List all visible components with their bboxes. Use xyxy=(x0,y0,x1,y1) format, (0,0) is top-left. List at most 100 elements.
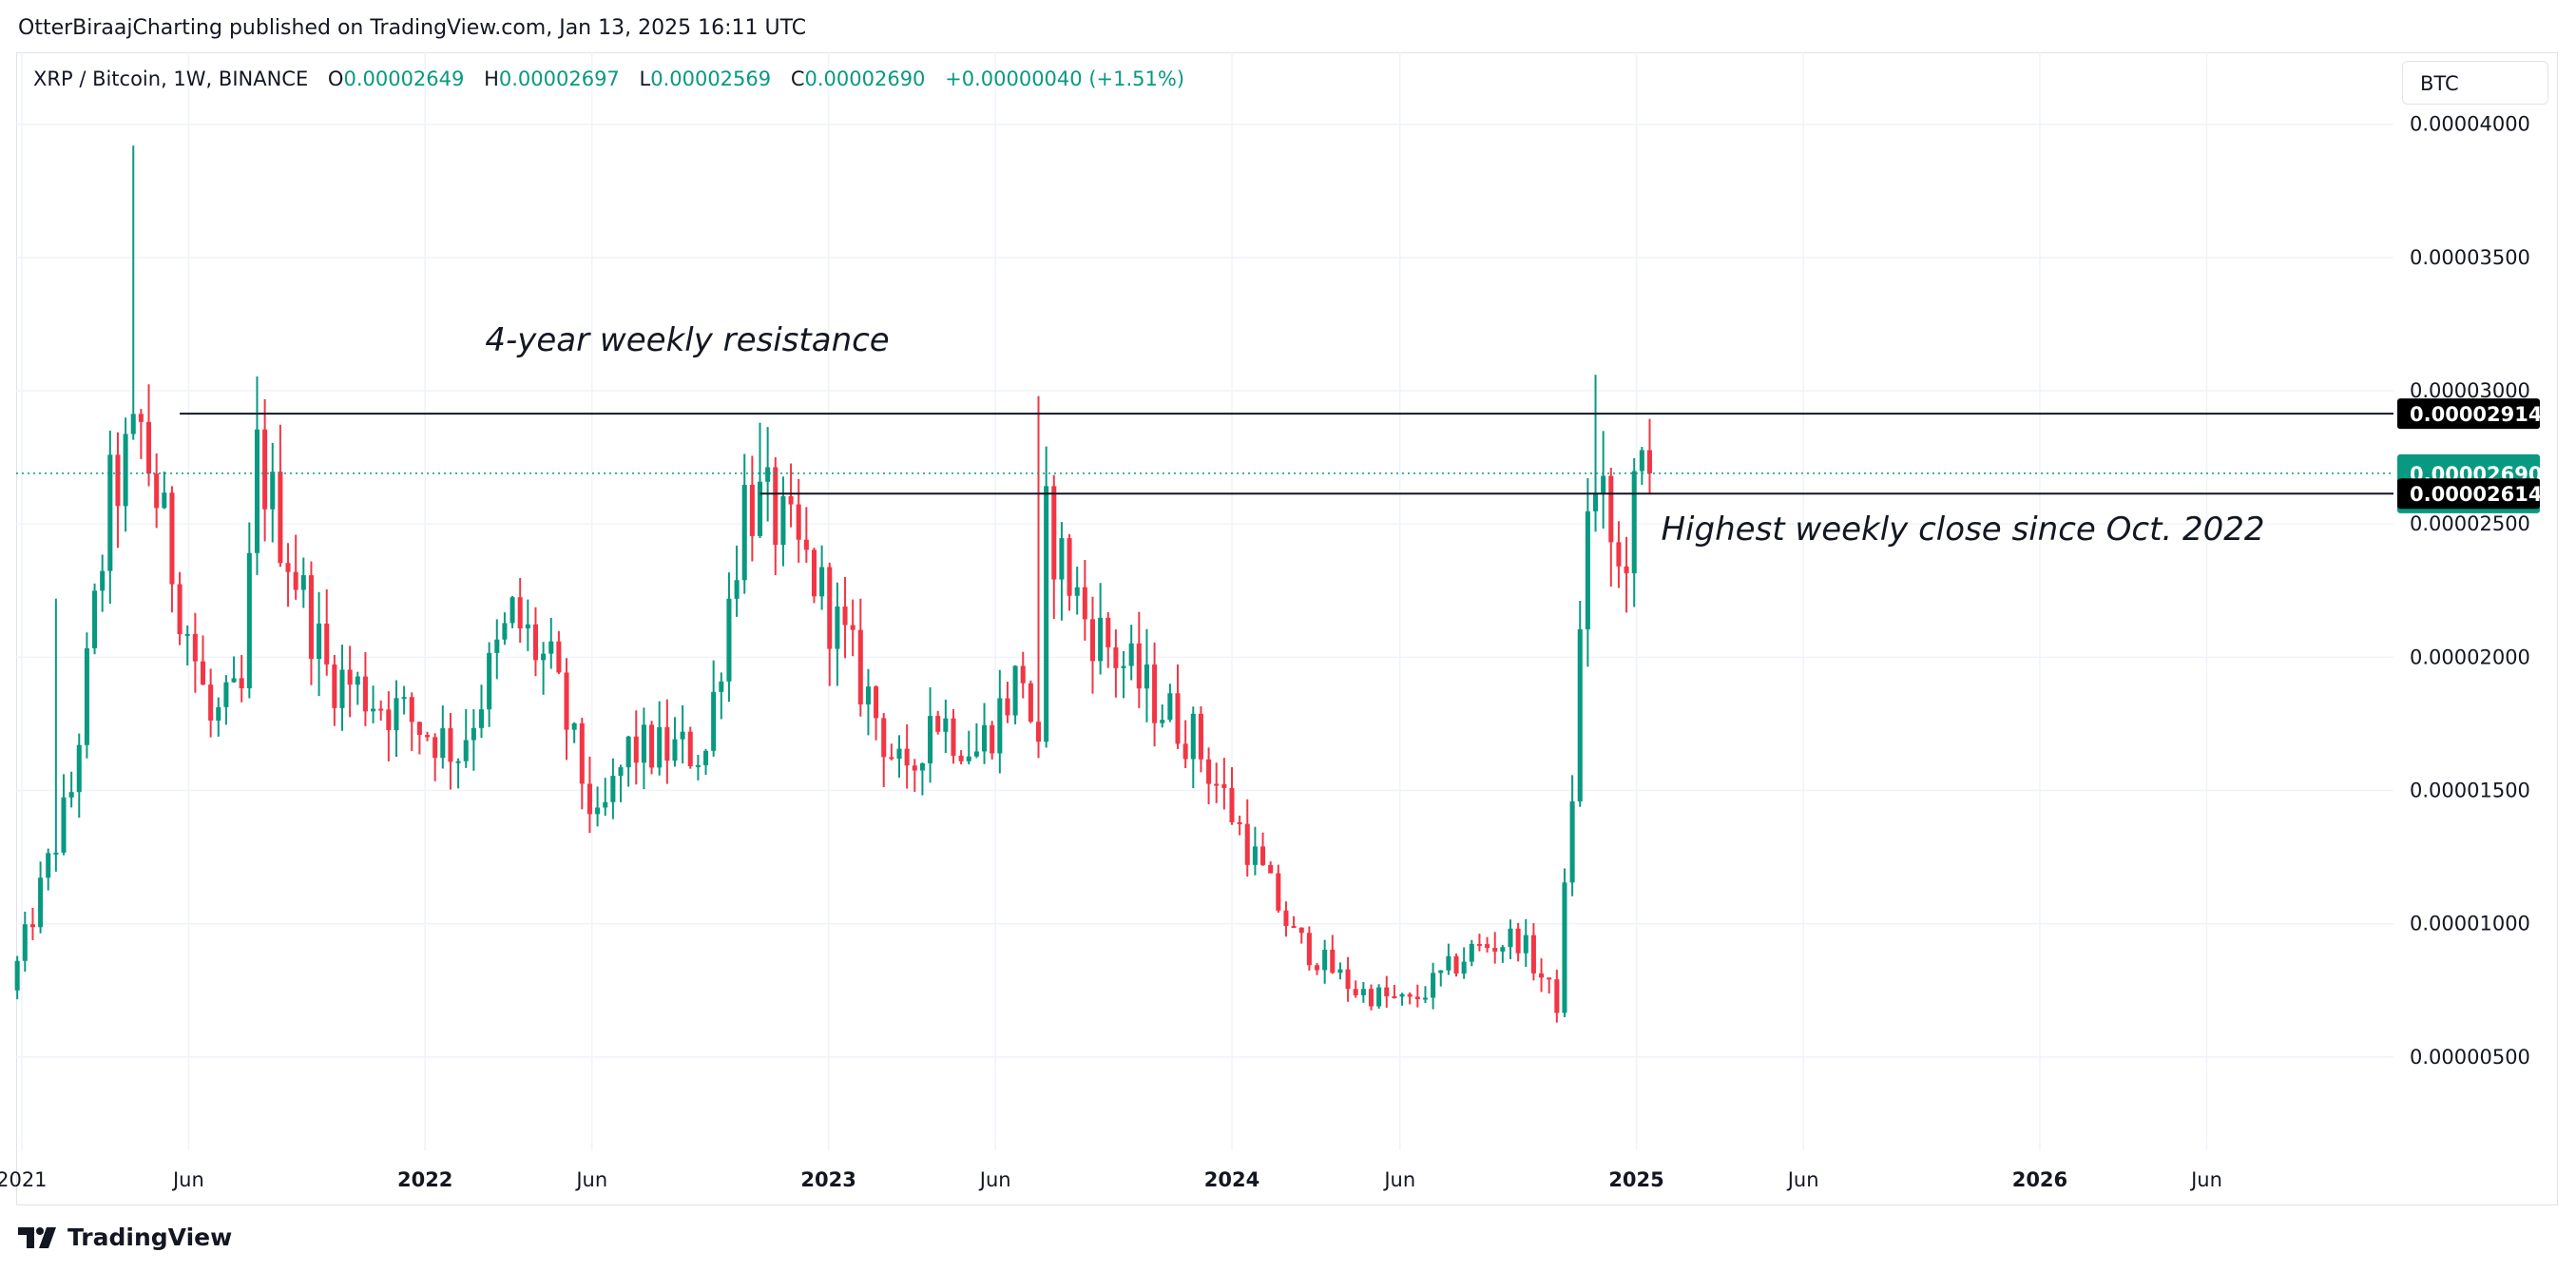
x-tick-label: Jun xyxy=(978,1168,1011,1191)
candle-body xyxy=(548,641,554,654)
candle-body xyxy=(1012,665,1018,716)
candle-body xyxy=(796,504,801,540)
candle-body xyxy=(394,698,399,731)
candle-body xyxy=(1569,800,1575,883)
candle-body xyxy=(254,429,260,553)
candle-body xyxy=(517,597,523,629)
open-label: O xyxy=(327,67,344,90)
candle-body xyxy=(1376,987,1382,1007)
candle-body xyxy=(865,686,871,704)
candle-body xyxy=(579,723,585,784)
candle-body xyxy=(1067,538,1072,596)
candle-body xyxy=(1461,961,1467,974)
candle-body xyxy=(262,429,268,510)
candle-body xyxy=(1322,949,1328,971)
symbol-legend: XRP / Bitcoin, 1W, BINANCE O0.00002649 H… xyxy=(33,67,1184,90)
candle-body xyxy=(1330,949,1336,973)
candle-body xyxy=(881,718,887,758)
candle-body xyxy=(641,724,646,763)
currency-button[interactable]: BTC xyxy=(2402,61,2548,105)
candle-body xyxy=(1345,969,1351,990)
candle-body xyxy=(1554,979,1560,1013)
candle-body xyxy=(982,724,988,752)
candle-body xyxy=(603,801,608,808)
candle-body xyxy=(741,484,747,581)
candle-body xyxy=(401,697,407,700)
x-tick-label: 2021 xyxy=(0,1168,48,1191)
candle-body xyxy=(819,567,825,597)
chart-frame[interactable] xyxy=(16,52,2558,1205)
tradingview-logo-icon xyxy=(18,1226,56,1248)
candle-body xyxy=(680,731,685,740)
candle-body xyxy=(192,633,198,662)
candle-body xyxy=(300,575,306,590)
candle-body xyxy=(378,708,384,711)
candle-body xyxy=(355,676,360,685)
candle-body xyxy=(416,722,422,736)
candle-body xyxy=(1438,970,1444,973)
candle-body xyxy=(958,755,964,761)
candle-body xyxy=(1492,948,1498,952)
x-tick-label: 2022 xyxy=(397,1168,452,1191)
candle-body xyxy=(1276,873,1281,911)
candle-body xyxy=(749,484,755,536)
candle-body xyxy=(162,492,167,509)
candle-body xyxy=(1121,665,1126,668)
candle-body xyxy=(633,736,639,763)
candle-body xyxy=(1631,471,1637,574)
candle-body xyxy=(857,629,863,704)
change-value: +0.00000040 (+1.51%) xyxy=(945,67,1185,90)
candle-body xyxy=(695,764,701,767)
candle-body xyxy=(1229,787,1235,822)
candle-body xyxy=(123,434,128,507)
candle-body xyxy=(1206,759,1212,784)
candle-body xyxy=(29,924,35,928)
candle-body xyxy=(842,607,848,626)
candle-body xyxy=(362,676,368,712)
candle-body xyxy=(571,723,577,730)
candle-body xyxy=(1539,973,1545,978)
candle-body xyxy=(177,584,183,635)
candle-body xyxy=(1577,628,1583,801)
symbol-name[interactable]: XRP / Bitcoin, 1W, BINANCE xyxy=(33,67,309,90)
chart-annotation: Highest weekly close since Oct. 2022 xyxy=(1661,511,2264,549)
candle-body xyxy=(835,607,840,649)
candle-body xyxy=(1190,713,1196,760)
candle-body xyxy=(1407,993,1413,997)
candle-body xyxy=(1214,783,1220,786)
candle-body xyxy=(734,580,740,599)
candle-body xyxy=(1337,969,1343,973)
y-tick-label: 0.00002500 xyxy=(2410,512,2530,535)
candle-body xyxy=(223,682,229,707)
candle-body xyxy=(308,575,314,660)
candle-body xyxy=(1360,989,1366,995)
candle-body xyxy=(1074,587,1080,596)
candle-body xyxy=(440,728,446,759)
level-tag xyxy=(2397,398,2540,430)
candle-body xyxy=(425,735,431,738)
candle-body xyxy=(46,853,51,878)
candle-body xyxy=(386,709,392,731)
candle-body xyxy=(130,414,136,434)
axes: 2021 Jun 2022 Jun 2023 Jun 2024 Jun 2025 Jun 2026 J… xyxy=(0,113,2530,1191)
x-tick-label: Jun xyxy=(2189,1168,2222,1191)
candle-body xyxy=(448,728,453,762)
candle-body xyxy=(1113,646,1119,668)
candle-body xyxy=(703,750,709,765)
level-tag xyxy=(2397,478,2540,510)
candle-body xyxy=(324,623,330,665)
candle-body xyxy=(803,539,809,550)
y-tick-label: 0.00000500 xyxy=(2410,1046,2530,1069)
high-value: 0.00002697 xyxy=(498,67,620,90)
candle-body xyxy=(92,590,98,648)
candle-body xyxy=(22,924,28,961)
candle-body xyxy=(1562,882,1567,1013)
candle-body xyxy=(564,672,569,730)
candle-body xyxy=(200,661,206,685)
candle-body xyxy=(1291,926,1297,929)
candle-body xyxy=(1035,722,1042,742)
candle-body xyxy=(84,647,89,745)
tradingview-logo[interactable]: TradingView xyxy=(18,1224,232,1251)
candle-body xyxy=(1646,450,1653,473)
